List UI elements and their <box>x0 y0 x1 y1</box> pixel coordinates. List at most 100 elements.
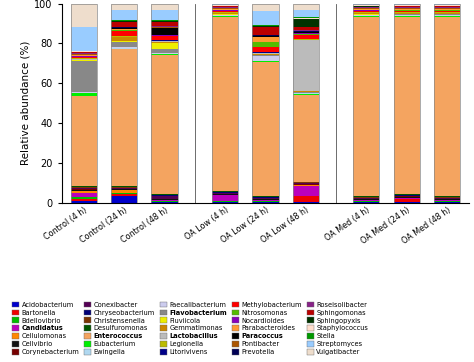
Bar <box>252 52 279 53</box>
Bar <box>353 9 380 10</box>
Bar <box>71 188 97 189</box>
Bar <box>393 4 420 5</box>
Bar <box>111 36 137 37</box>
Bar <box>151 26 178 27</box>
Bar <box>252 55 279 56</box>
Bar <box>292 94 319 95</box>
Bar <box>252 26 279 27</box>
Bar <box>292 9 319 17</box>
Bar <box>252 200 279 201</box>
Bar <box>292 31 319 32</box>
Bar <box>212 11 238 12</box>
Bar <box>111 22 137 27</box>
Bar <box>252 198 279 199</box>
Bar <box>111 41 137 42</box>
Bar <box>151 34 178 35</box>
Bar <box>71 54 97 55</box>
Bar <box>292 92 319 93</box>
Bar <box>111 196 137 203</box>
Bar <box>353 197 380 198</box>
Bar <box>111 30 137 31</box>
Bar <box>434 7 460 8</box>
Bar <box>212 12 238 13</box>
Bar <box>292 34 319 35</box>
Bar <box>252 4 279 203</box>
Bar <box>393 15 420 16</box>
Bar <box>252 56 279 60</box>
Bar <box>212 15 238 16</box>
Bar <box>393 5 420 6</box>
Bar <box>212 8 238 9</box>
Bar <box>434 197 460 198</box>
Bar <box>111 21 137 22</box>
Bar <box>292 4 319 203</box>
Bar <box>151 28 178 34</box>
Bar <box>434 13 460 14</box>
Bar <box>151 202 178 203</box>
Bar <box>111 189 137 190</box>
Bar <box>292 202 319 203</box>
Bar <box>71 4 97 203</box>
Bar <box>292 35 319 39</box>
Bar <box>151 10 178 20</box>
Bar <box>71 190 97 191</box>
Legend: Acidobacterium, Bartonella, Bdellovibrio, Candidatus, Cellulomonas, Cellvibrio, : Acidobacterium, Bartonella, Bdellovibrio… <box>12 302 368 355</box>
Bar <box>151 200 178 201</box>
Bar <box>292 40 319 91</box>
Bar <box>434 5 460 6</box>
Bar <box>252 27 279 35</box>
Bar <box>111 194 137 196</box>
Bar <box>151 199 178 200</box>
Bar <box>151 195 178 196</box>
Bar <box>353 196 380 197</box>
Bar <box>252 47 279 52</box>
Bar <box>353 16 380 17</box>
Bar <box>353 8 380 9</box>
Bar <box>353 4 380 203</box>
Bar <box>353 200 380 201</box>
Bar <box>111 47 137 48</box>
Bar <box>393 4 420 203</box>
Bar <box>151 55 178 194</box>
Bar <box>111 186 137 187</box>
Bar <box>292 91 319 92</box>
Bar <box>434 15 460 16</box>
Bar <box>151 54 178 55</box>
Bar <box>71 92 97 93</box>
Bar <box>393 199 420 202</box>
Bar <box>393 17 420 194</box>
Bar <box>151 42 178 43</box>
Bar <box>212 16 238 17</box>
Bar <box>71 93 97 96</box>
Bar <box>252 36 279 37</box>
Bar <box>434 8 460 9</box>
Bar <box>212 201 238 202</box>
Bar <box>252 4 279 12</box>
Bar <box>111 10 137 20</box>
Bar <box>71 96 97 186</box>
Bar <box>292 4 319 9</box>
Bar <box>252 201 279 202</box>
Bar <box>71 186 97 187</box>
Bar <box>353 15 380 16</box>
Bar <box>393 10 420 11</box>
Bar <box>353 10 380 11</box>
Bar <box>111 4 137 10</box>
Bar <box>292 26 319 30</box>
Bar <box>353 6 380 7</box>
Bar <box>151 196 178 199</box>
Bar <box>151 21 178 22</box>
Bar <box>71 61 97 92</box>
Bar <box>71 199 97 201</box>
Bar <box>393 16 420 17</box>
Bar <box>212 194 238 195</box>
Bar <box>111 28 137 29</box>
Bar <box>71 58 97 59</box>
Bar <box>353 201 380 202</box>
Bar <box>71 197 97 199</box>
Bar <box>111 49 137 186</box>
Bar <box>353 198 380 199</box>
Bar <box>71 193 97 197</box>
Bar <box>434 16 460 17</box>
Bar <box>353 17 380 196</box>
